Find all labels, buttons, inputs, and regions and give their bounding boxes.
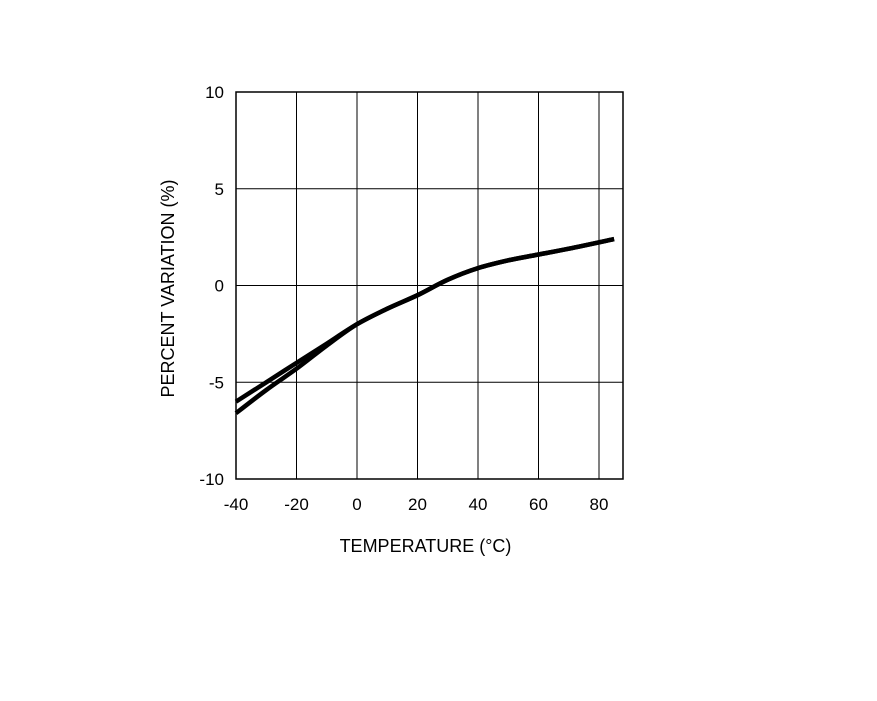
grid <box>236 92 623 479</box>
x-tick-label: -40 <box>224 495 249 514</box>
tick-labels: -40 -20 0 20 40 60 80 -10 -5 0 5 10 <box>199 83 608 514</box>
x-tick-label: 60 <box>529 495 548 514</box>
y-tick-label: 10 <box>205 83 224 102</box>
x-tick-label: 20 <box>408 495 427 514</box>
y-axis-title: PERCENT VARIATION (%) <box>158 179 178 397</box>
plot-frame <box>235 91 624 480</box>
series-line-2 <box>234 236 615 415</box>
y-tick-label: 5 <box>215 180 224 199</box>
x-tick-label: 40 <box>469 495 488 514</box>
x-tick-label: 80 <box>590 495 609 514</box>
series-line-1 <box>234 236 615 404</box>
x-axis-title: TEMPERATURE (°C) <box>340 536 512 556</box>
y-tick-label: -10 <box>199 470 224 489</box>
y-tick-label: 0 <box>215 277 224 296</box>
y-tick-label: -5 <box>209 373 224 392</box>
series-layer <box>234 236 615 415</box>
x-tick-label: 0 <box>352 495 361 514</box>
x-tick-label: -20 <box>284 495 309 514</box>
